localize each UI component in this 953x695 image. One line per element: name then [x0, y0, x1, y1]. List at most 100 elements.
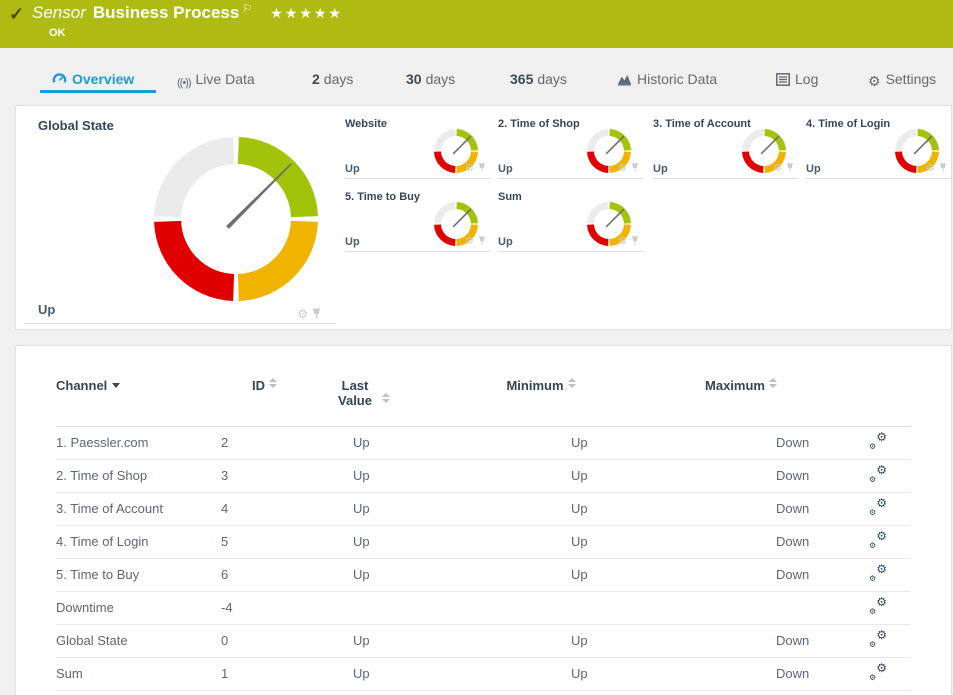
pin-icon[interactable] — [786, 163, 794, 172]
tab-bar: Overview ((•)) Live Data 2 days 30 days 365… — [0, 48, 953, 95]
sort-icon — [382, 393, 390, 403]
channel-id: 6 — [221, 558, 291, 592]
table-row[interactable]: 5. Time to Buy 6 Up Up Down ⚙ ⚙ — [56, 558, 911, 592]
sensor-title-line: Sensor Business Process ⚐ ★★★★★ — [32, 3, 343, 23]
gauge-icon — [52, 72, 67, 89]
pin-icon[interactable] — [478, 236, 486, 245]
pin-icon[interactable] — [631, 236, 639, 245]
table-row[interactable]: 3. Time of Account 4 Up Up Down ⚙ ⚙ — [56, 492, 911, 526]
column-header-maximum[interactable]: Maximum — [651, 378, 831, 427]
maximum-value — [651, 591, 831, 625]
mini-gauge-tile-time-of-shop: 2. Time of Shop Up ⚙ — [498, 114, 643, 179]
priority-stars[interactable]: ★★★★★ — [270, 5, 343, 21]
channel-settings-icon[interactable]: ⚙ ⚙ — [869, 661, 887, 682]
global-state-actions: ⚙ — [297, 305, 321, 323]
tab-2-days[interactable]: 2 days — [312, 71, 354, 87]
column-header-id[interactable]: ID — [221, 378, 291, 427]
mini-gauge-tile-website: Website Up ⚙ — [345, 114, 490, 179]
page-title: Business Process — [92, 3, 240, 22]
channel-settings-icon[interactable]: ⚙ ⚙ — [869, 430, 887, 451]
maximum-value: Down — [651, 657, 831, 691]
gear-icon[interactable]: ⚙ — [297, 307, 308, 321]
column-header-last-value[interactable]: Last Value — [291, 378, 431, 427]
tile-title: 3. Time of Account — [653, 118, 751, 130]
table-row[interactable]: Downtime -4 ⚙ ⚙ — [56, 591, 911, 625]
channel-name: Sum — [56, 657, 221, 691]
channel-settings-icon[interactable]: ⚙ ⚙ — [869, 463, 887, 484]
favorite-flag-icon[interactable]: ⚐ — [242, 3, 253, 15]
last-value: Up — [291, 459, 431, 493]
table-row[interactable]: 2. Time of Shop 3 Up Up Down ⚙ ⚙ — [56, 459, 911, 493]
channel-name: 3. Time of Account — [56, 492, 221, 526]
channels-table: Channel ID Last Value Minimum Maximum 1.… — [56, 378, 911, 691]
column-header-minimum[interactable]: Minimum — [431, 378, 651, 427]
tab-live-data[interactable]: ((•)) Live Data — [177, 71, 255, 89]
last-value: Up — [291, 525, 431, 559]
tile-status: Up — [345, 236, 360, 248]
global-state-value: Up — [38, 302, 56, 317]
channel-name: 1. Paessler.com — [56, 426, 221, 460]
maximum-value: Down — [651, 492, 831, 526]
channel-settings-icon[interactable]: ⚙ ⚙ — [869, 562, 887, 583]
mini-gauge — [740, 127, 788, 180]
area-chart-icon — [617, 73, 632, 89]
channel-settings-icon[interactable]: ⚙ ⚙ — [869, 628, 887, 649]
maximum-value: Down — [651, 525, 831, 559]
gear-icon[interactable]: ⚙ — [465, 236, 474, 247]
tab-log[interactable]: Log — [776, 71, 818, 89]
tab-settings[interactable]: ⚙ Settings — [868, 71, 937, 89]
gear-icon[interactable]: ⚙ — [618, 236, 627, 247]
tile-actions: ⚙ — [618, 231, 639, 249]
tab-historic-data[interactable]: Historic Data — [617, 71, 717, 89]
mini-gauge — [432, 200, 480, 253]
pin-icon[interactable] — [631, 163, 639, 172]
table-row[interactable]: 4. Time of Login 5 Up Up Down ⚙ ⚙ — [56, 525, 911, 559]
tile-title: 4. Time of Login — [806, 118, 891, 130]
tab-365-days[interactable]: 365 days — [510, 71, 567, 87]
pin-icon[interactable] — [312, 308, 321, 319]
gear-icon[interactable]: ⚙ — [465, 163, 474, 174]
gear-icon[interactable]: ⚙ — [773, 163, 782, 174]
sensor-ok-check-icon: ✓ — [9, 4, 25, 24]
table-row[interactable]: Sum 1 Up Up Down ⚙ ⚙ — [56, 657, 911, 691]
tab-overview[interactable]: Overview — [52, 71, 134, 89]
table-row[interactable]: 1. Paessler.com 2 Up Up Down ⚙ ⚙ — [56, 426, 911, 460]
mini-gauge-tile-time-to-buy: 5. Time to Buy Up ⚙ — [345, 187, 490, 252]
channel-name: Downtime — [56, 591, 221, 625]
maximum-value: Down — [651, 558, 831, 592]
global-state-gauge — [151, 134, 321, 309]
channel-settings-icon[interactable]: ⚙ ⚙ — [869, 496, 887, 517]
sort-desc-icon — [112, 383, 121, 388]
tile-status: Up — [498, 236, 513, 248]
column-header-channel[interactable]: Channel — [56, 378, 221, 427]
channel-id: 2 — [221, 426, 291, 460]
pin-icon[interactable] — [478, 163, 486, 172]
minimum-value: Up — [431, 525, 651, 559]
channel-settings-icon[interactable]: ⚙ ⚙ — [869, 529, 887, 550]
gear-icon[interactable]: ⚙ — [618, 163, 627, 174]
maximum-value: Down — [651, 426, 831, 460]
minimum-value: Up — [431, 459, 651, 493]
minimum-value: Up — [431, 558, 651, 592]
pin-icon[interactable] — [939, 163, 947, 172]
global-section-divider — [24, 323, 336, 324]
tile-title: 5. Time to Buy — [345, 191, 420, 203]
global-state-title: Global State — [38, 118, 114, 133]
mini-gauge-tile-time-of-account: 3. Time of Account Up ⚙ — [653, 114, 798, 179]
last-value: Up — [291, 657, 431, 691]
channel-name: 2. Time of Shop — [56, 459, 221, 493]
channel-name: Global State — [56, 624, 221, 658]
channel-settings-icon[interactable]: ⚙ ⚙ — [869, 595, 887, 616]
last-value: Up — [291, 624, 431, 658]
channel-id: 4 — [221, 492, 291, 526]
mini-gauge — [585, 200, 633, 253]
table-header-row: Channel ID Last Value Minimum Maximum — [56, 378, 911, 427]
log-list-icon — [776, 73, 790, 89]
gear-icon[interactable]: ⚙ — [926, 163, 935, 174]
table-row[interactable]: Global State 0 Up Up Down ⚙ ⚙ — [56, 624, 911, 658]
status-badge: OK — [49, 27, 66, 39]
tile-title: Sum — [498, 191, 522, 203]
maximum-value: Down — [651, 624, 831, 658]
mini-gauge — [893, 127, 941, 180]
tab-30-days[interactable]: 30 days — [406, 71, 456, 87]
